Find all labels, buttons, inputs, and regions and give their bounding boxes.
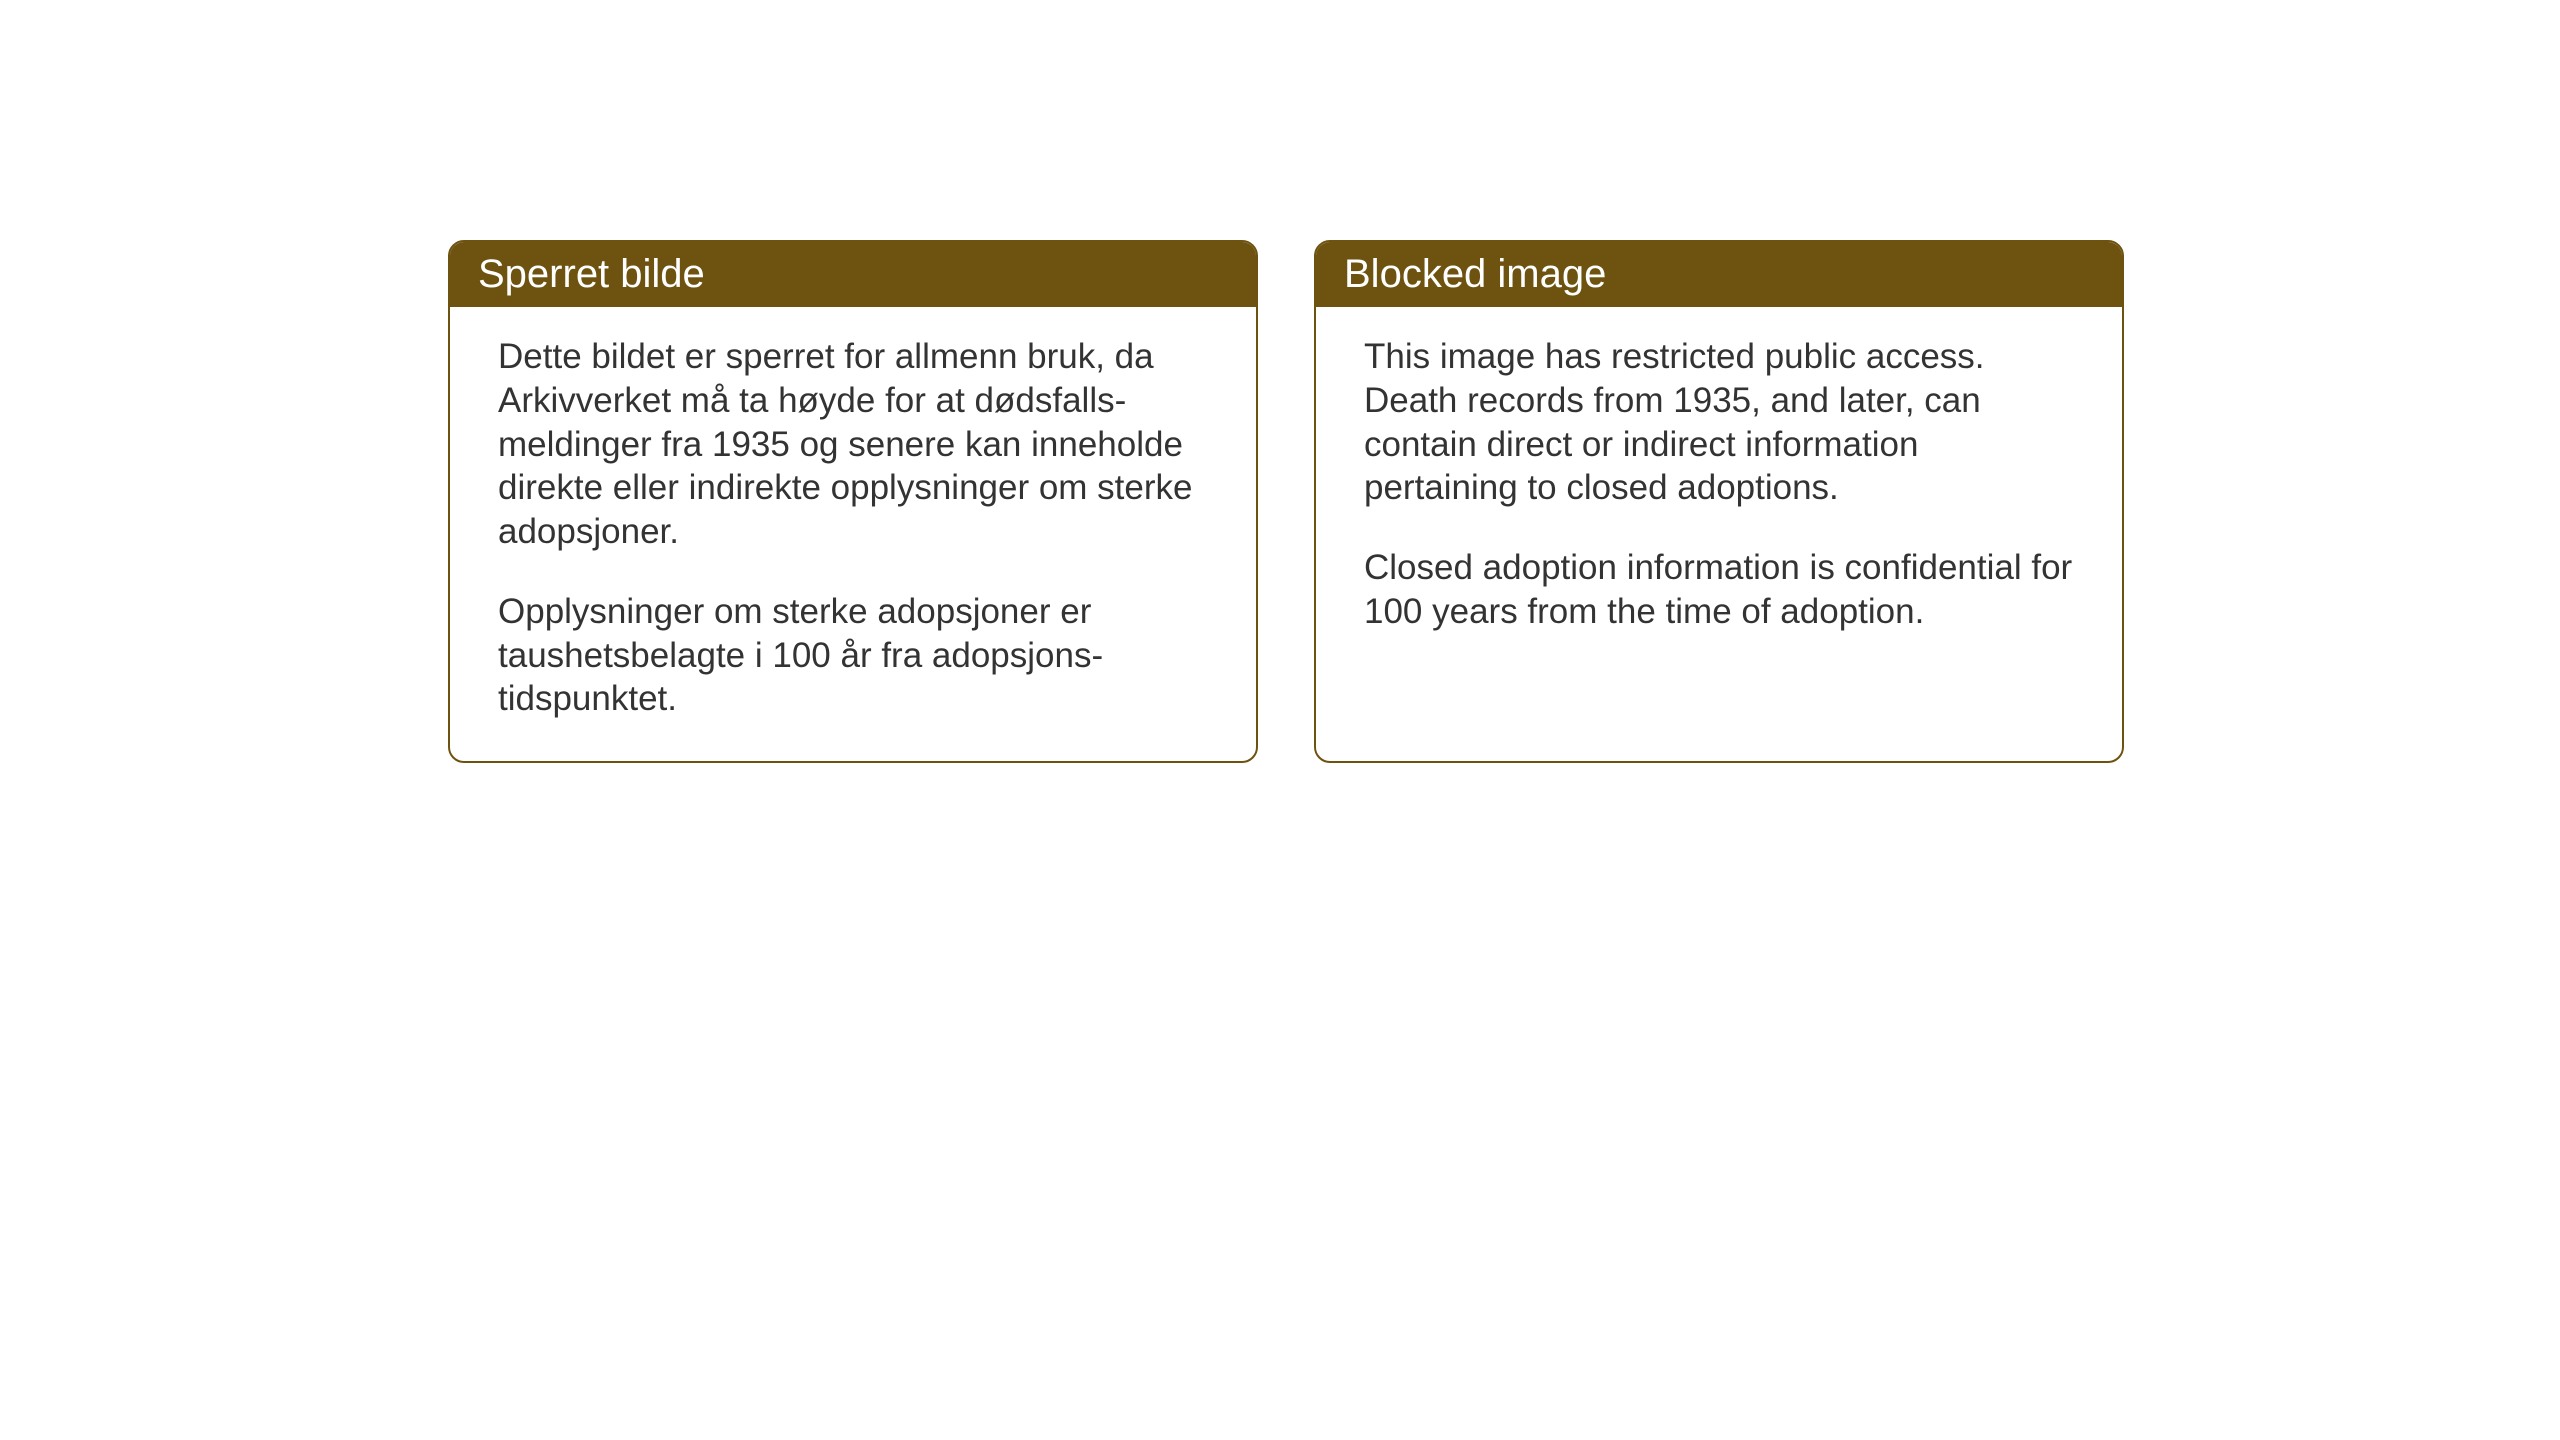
- english-card-body: This image has restricted public access.…: [1316, 307, 2122, 674]
- norwegian-notice-card: Sperret bilde Dette bildet er sperret fo…: [448, 240, 1258, 763]
- norwegian-paragraph-1: Dette bildet er sperret for allmenn bruk…: [498, 335, 1208, 554]
- english-paragraph-2: Closed adoption information is confident…: [1364, 546, 2074, 634]
- notice-container: Sperret bilde Dette bildet er sperret fo…: [448, 240, 2124, 763]
- english-card-header: Blocked image: [1316, 242, 2122, 307]
- norwegian-paragraph-2: Opplysninger om sterke adopsjoner er tau…: [498, 590, 1208, 721]
- norwegian-card-body: Dette bildet er sperret for allmenn bruk…: [450, 307, 1256, 761]
- norwegian-card-title: Sperret bilde: [478, 252, 705, 296]
- english-paragraph-1: This image has restricted public access.…: [1364, 335, 2074, 510]
- english-card-title: Blocked image: [1344, 252, 1606, 296]
- norwegian-card-header: Sperret bilde: [450, 242, 1256, 307]
- english-notice-card: Blocked image This image has restricted …: [1314, 240, 2124, 763]
